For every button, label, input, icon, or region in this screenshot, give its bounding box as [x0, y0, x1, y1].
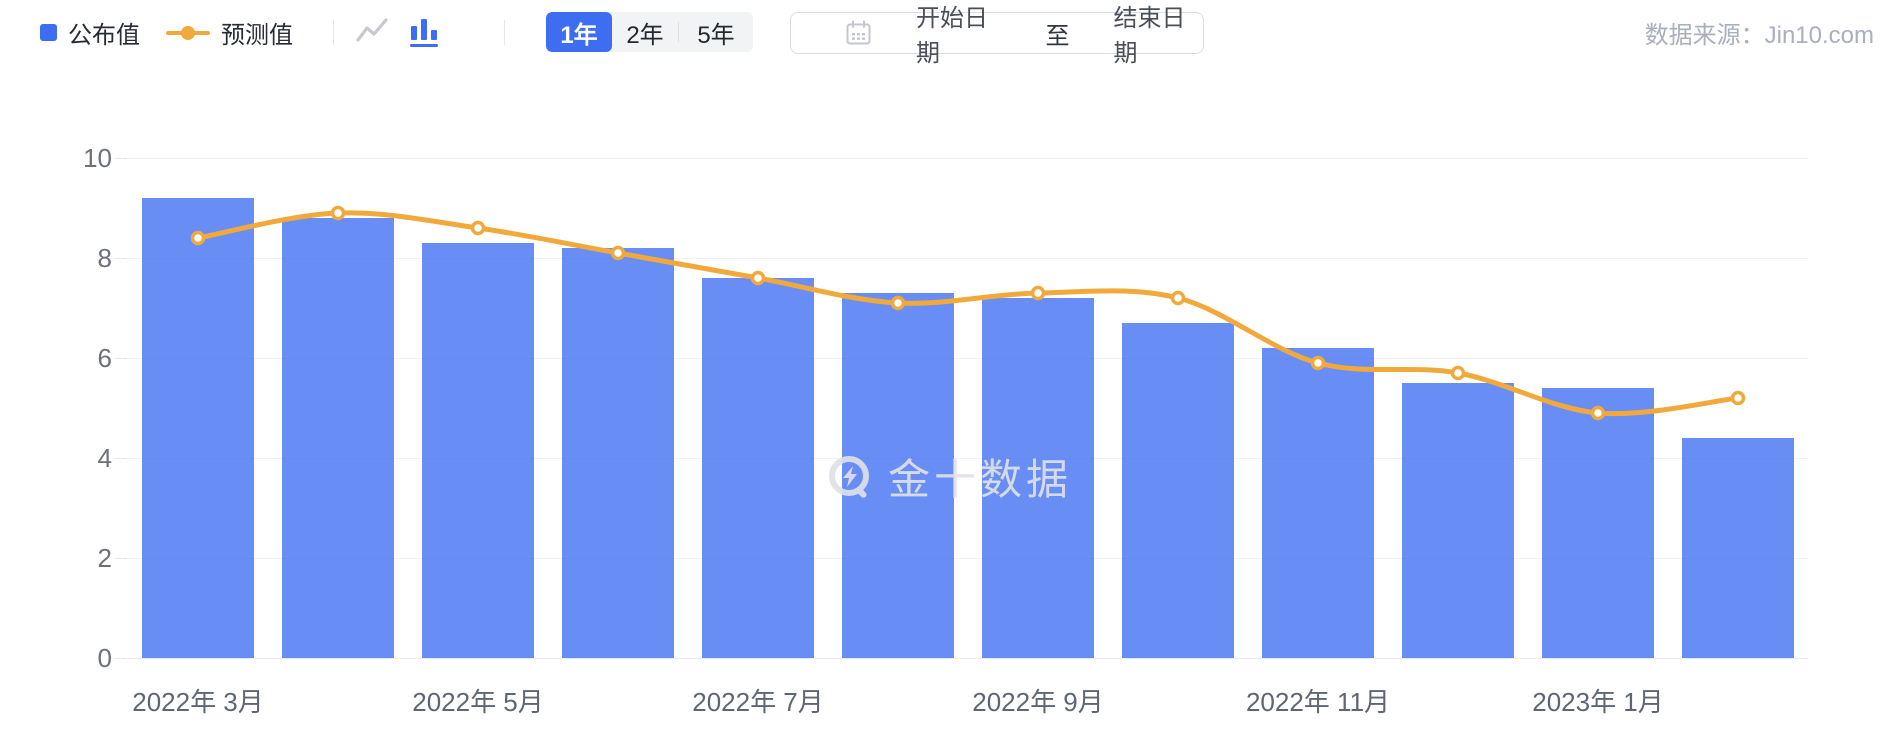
- gridline: [128, 558, 1808, 559]
- legend-published-label: 公布值: [68, 21, 140, 49]
- range-divider: [678, 22, 679, 42]
- gridline: [128, 158, 1808, 159]
- start-date-field[interactable]: 开始日期: [916, 5, 988, 67]
- toolbar-divider: [504, 20, 505, 45]
- x-axis-label: 2023年 1月: [1532, 687, 1664, 717]
- forecast-point-2022年 4月[interactable]: [330, 205, 346, 221]
- published-swatch-icon: [40, 23, 57, 41]
- end-date-field[interactable]: 结束日期: [1113, 5, 1186, 67]
- bar-2022年 7月[interactable]: [702, 278, 814, 658]
- gridline: [128, 458, 1808, 459]
- y-tick: [115, 458, 127, 459]
- bar-2023年 2月[interactable]: [1682, 438, 1794, 658]
- x-axis-line: [128, 658, 1808, 659]
- forecast-point-2022年 11月[interactable]: [1310, 355, 1326, 371]
- bar-2022年 3月[interactable]: [142, 198, 254, 658]
- bar-chart-icon[interactable]: [402, 0, 446, 64]
- y-axis-label: 4: [97, 443, 112, 473]
- forecast-point-2022年 6月[interactable]: [610, 245, 626, 261]
- data-source-label: 数据来源：Jin10.com: [1644, 21, 1874, 49]
- bar-2022年 11月[interactable]: [1262, 348, 1374, 658]
- x-axis-label: 2022年 9月: [972, 687, 1104, 717]
- toolbar: 公布值 预测值 1年 2年 5年: [0, 0, 1888, 67]
- x-axis-label: 2022年 5月: [412, 687, 544, 717]
- bar-2022年 5月[interactable]: [422, 243, 534, 658]
- y-tick: [115, 558, 127, 559]
- toolbar-divider: [333, 20, 334, 45]
- y-axis-label: 6: [97, 343, 112, 373]
- bar-2022年 9月[interactable]: [982, 298, 1094, 658]
- forecast-point-2023年 2月[interactable]: [1730, 390, 1746, 406]
- range-button-2y[interactable]: 2年: [612, 12, 678, 52]
- bar-2022年 12月[interactable]: [1402, 383, 1514, 658]
- forecast-point-2022年 12月[interactable]: [1450, 365, 1466, 381]
- forecast-point-2022年 9月[interactable]: [1030, 285, 1046, 301]
- legend-forecast[interactable]: 预测值: [166, 0, 293, 64]
- y-tick: [115, 258, 127, 259]
- forecast-point-2023年 1月[interactable]: [1590, 405, 1606, 421]
- date-separator: 至: [1045, 22, 1070, 50]
- y-axis-label: 10: [83, 143, 112, 173]
- legend-published[interactable]: 公布值: [40, 0, 140, 64]
- date-range-picker[interactable]: 开始日期 至 结束日期: [790, 5, 1204, 67]
- forecast-swatch-icon: [166, 24, 210, 41]
- range-button-group: 1年 2年 5年: [546, 12, 753, 52]
- y-tick: [115, 358, 127, 359]
- y-tick: [115, 658, 127, 659]
- y-axis-label: 0: [97, 643, 112, 673]
- calendar-icon: [845, 20, 872, 47]
- line-chart-icon[interactable]: [350, 0, 394, 64]
- y-axis-label: 2: [97, 543, 112, 573]
- forecast-point-2022年 8月[interactable]: [890, 295, 906, 311]
- bar-2022年 4月[interactable]: [282, 218, 394, 658]
- x-axis-label: 2022年 11月: [1245, 687, 1391, 717]
- y-tick: [115, 158, 127, 159]
- bar-2022年 6月[interactable]: [562, 248, 674, 658]
- forecast-point-2022年 10月[interactable]: [1170, 290, 1186, 306]
- y-axis-label: 8: [97, 243, 112, 273]
- bar-2022年 10月[interactable]: [1122, 323, 1234, 658]
- bar-2023年 1月[interactable]: [1542, 388, 1654, 658]
- legend-forecast-label: 预测值: [221, 21, 293, 49]
- forecast-point-2022年 3月[interactable]: [190, 230, 206, 246]
- x-axis-label: 2022年 7月: [692, 687, 824, 717]
- x-axis-label: 2022年 3月: [132, 687, 264, 717]
- forecast-point-2022年 7月[interactable]: [750, 270, 766, 286]
- forecast-point-2022年 5月[interactable]: [470, 220, 486, 236]
- range-button-5y[interactable]: 5年: [679, 12, 753, 52]
- bar-2022年 8月[interactable]: [842, 293, 954, 658]
- range-button-1y[interactable]: 1年: [546, 12, 612, 52]
